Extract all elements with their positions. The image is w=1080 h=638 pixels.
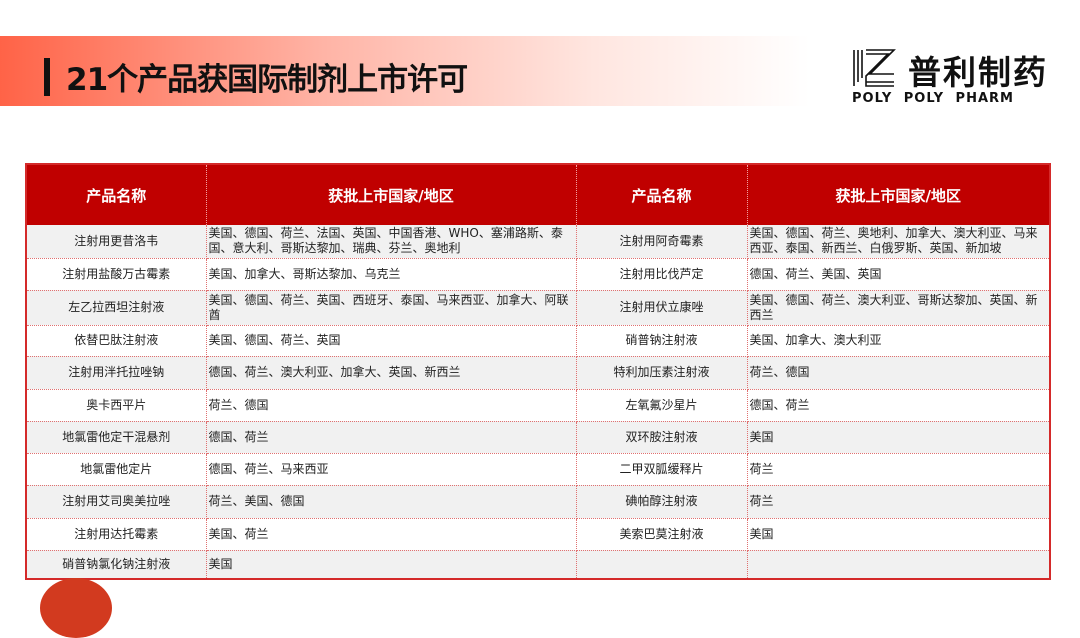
approved-regions-cell: 德国、荷兰、马来西亚 (206, 453, 577, 486)
product-name-cell: 左氧氟沙星片 (576, 389, 748, 422)
approved-regions-cell: 荷兰、德国 (206, 389, 577, 422)
table-header-row: 产品名称 获批上市国家/地区 产品名称 获批上市国家/地区 (26, 164, 1051, 225)
header-product-name: 产品名称 (576, 164, 748, 225)
logo-english-name: POLY POLY PHARM (852, 91, 1014, 106)
product-name-cell: 地氯雷他定片 (26, 453, 207, 486)
approved-regions-cell: 美国、德国、荷兰、法国、英国、中国香港、WHO、塞浦路斯、泰国、意大利、哥斯达黎… (206, 225, 577, 259)
product-name-cell: 注射用盐酸万古霉素 (26, 258, 207, 291)
product-name-cell: 碘帕醇注射液 (576, 485, 748, 519)
table-row: 奥卡西平片 荷兰、德国 左氧氟沙星片 德国、荷兰 (26, 389, 1051, 422)
approved-regions-cell: 美国、德国、荷兰、英国 (206, 325, 577, 357)
header-product-name: 产品名称 (26, 164, 207, 225)
approved-regions-cell: 荷兰、德国 (747, 356, 1051, 390)
approved-regions-cell: 美国、加拿大、澳大利亚 (747, 325, 1051, 357)
product-name-cell: 硝普钠注射液 (576, 325, 748, 357)
product-name-cell: 硝普钠氯化钠注射液 (26, 550, 207, 580)
product-name-cell: 注射用阿奇霉素 (576, 225, 748, 259)
header-approved-regions: 获批上市国家/地区 (206, 164, 577, 225)
table-row: 地氯雷他定干混悬剂 德国、荷兰 双环胺注射液 美国 (26, 421, 1051, 454)
approvals-table: 产品名称 获批上市国家/地区 产品名称 获批上市国家/地区 注射用更昔洛韦 美国、… (25, 163, 1051, 580)
product-name-cell: 依替巴肽注射液 (26, 325, 207, 357)
product-name-cell: 注射用艾司奥美拉唑 (26, 485, 207, 519)
title-band (0, 36, 1080, 106)
approved-regions-cell: 荷兰 (747, 485, 1051, 519)
approved-regions-cell: 荷兰、美国、德国 (206, 485, 577, 519)
approved-regions-cell: 美国、德国、荷兰、奥地利、加拿大、澳大利亚、马来西亚、泰国、新西兰、白俄罗斯、英… (747, 225, 1051, 259)
approved-regions-cell: 德国、荷兰 (747, 389, 1051, 422)
approved-regions-cell: 荷兰 (747, 453, 1051, 486)
approved-regions-cell: 美国、加拿大、哥斯达黎加、乌克兰 (206, 258, 577, 291)
product-name-cell: 美索巴莫注射液 (576, 518, 748, 551)
approved-regions-cell: 德国、荷兰 (206, 421, 577, 454)
poly-logo-icon (853, 49, 896, 87)
approved-regions-cell: 美国 (747, 421, 1051, 454)
product-name-cell: 奥卡西平片 (26, 389, 207, 422)
product-name-cell (576, 550, 748, 580)
product-name-cell: 注射用比伐芦定 (576, 258, 748, 291)
product-name-cell: 双环胺注射液 (576, 421, 748, 454)
product-name-cell: 注射用泮托拉唑钠 (26, 356, 207, 390)
approved-regions-cell: 美国、德国、荷兰、澳大利亚、哥斯达黎加、英国、新西兰 (747, 290, 1051, 326)
product-name-cell: 特利加压素注射液 (576, 356, 748, 390)
approved-regions-cell: 美国 (747, 518, 1051, 551)
page-title: 21个产品获国际制剂上市许可 (66, 62, 468, 98)
table-row: 依替巴肽注射液 美国、德国、荷兰、英国 硝普钠注射液 美国、加拿大、澳大利亚 (26, 325, 1051, 357)
product-name-cell: 注射用更昔洛韦 (26, 225, 207, 259)
table-row: 左乙拉西坦注射液 美国、德国、荷兰、英国、西班牙、泰国、马来西亚、加拿大、阿联酋注… (26, 290, 1051, 326)
product-name-cell: 二甲双胍缓释片 (576, 453, 748, 486)
table-row: 注射用泮托拉唑钠 德国、荷兰、澳大利亚、加拿大、英国、新西兰 特利加压素注射液 荷兰、… (26, 356, 1051, 390)
table-row: 地氯雷他定片 德国、荷兰、马来西亚 二甲双胍缓释片 荷兰 (26, 453, 1051, 486)
table-row: 注射用达托霉素 美国、荷兰 美索巴莫注射液 美国 (26, 518, 1051, 551)
company-logo: 普利制药 POLY POLY PHARM (850, 46, 1055, 108)
product-name-cell: 注射用达托霉素 (26, 518, 207, 551)
product-name-cell: 左乙拉西坦注射液 (26, 290, 207, 326)
logo-chinese-name: 普利制药 (908, 53, 1048, 92)
table-row: 硝普钠氯化钠注射液 美国 (26, 550, 1051, 580)
product-name-cell: 地氯雷他定干混悬剂 (26, 421, 207, 454)
approved-regions-cell: 德国、荷兰、美国、英国 (747, 258, 1051, 291)
approved-regions-cell: 美国、德国、荷兰、英国、西班牙、泰国、马来西亚、加拿大、阿联酋 (206, 290, 577, 326)
title-accent-bar (44, 58, 50, 96)
table-row: 注射用更昔洛韦 美国、德国、荷兰、法国、英国、中国香港、WHO、塞浦路斯、泰国、意… (26, 225, 1051, 259)
header-approved-regions: 获批上市国家/地区 (747, 164, 1051, 225)
approved-regions-cell: 美国、荷兰 (206, 518, 577, 551)
decorative-circle (40, 578, 112, 638)
approved-regions-cell (747, 550, 1051, 580)
table-row: 注射用盐酸万古霉素 美国、加拿大、哥斯达黎加、乌克兰 注射用比伐芦定 德国、荷兰、美国… (26, 258, 1051, 291)
table-row: 注射用艾司奥美拉唑 荷兰、美国、德国 碘帕醇注射液 荷兰 (26, 485, 1051, 519)
approved-regions-cell: 德国、荷兰、澳大利亚、加拿大、英国、新西兰 (206, 356, 577, 390)
product-name-cell: 注射用伏立康唑 (576, 290, 748, 326)
approved-regions-cell: 美国 (206, 550, 577, 580)
